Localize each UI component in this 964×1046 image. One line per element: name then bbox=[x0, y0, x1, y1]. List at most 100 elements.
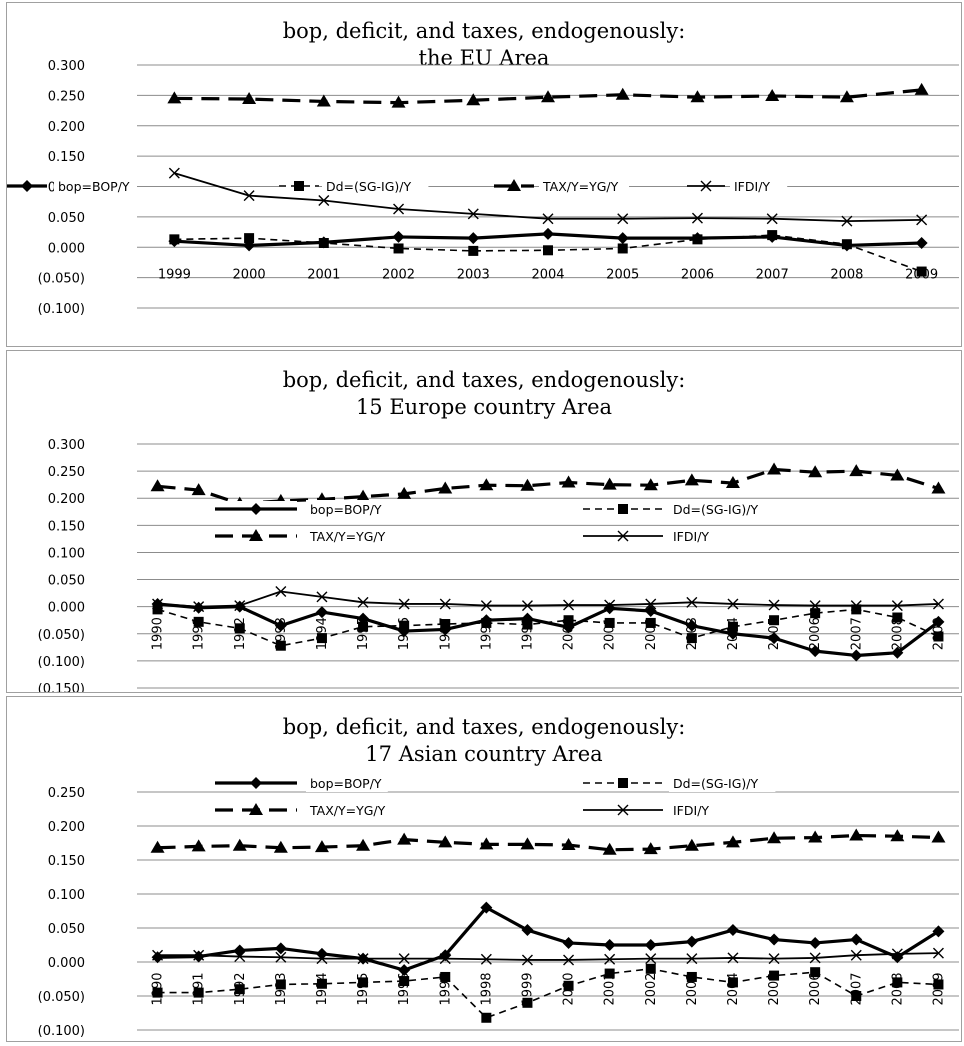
legend-marker-deficit-series bbox=[294, 181, 304, 191]
tax-series-point bbox=[316, 94, 331, 107]
tax-series-point bbox=[541, 90, 555, 103]
ifdi-series-point bbox=[393, 203, 405, 215]
x-tick-label: 2002 bbox=[382, 267, 415, 282]
x-tick-label: 2001 bbox=[307, 267, 340, 282]
bop-series-point bbox=[315, 606, 328, 619]
deficit-series-point bbox=[543, 245, 553, 256]
ifdi-series-point bbox=[234, 951, 246, 963]
bop-series-point bbox=[809, 936, 822, 949]
bop-series-point bbox=[274, 942, 287, 955]
legend-marker-bop-series bbox=[250, 503, 262, 515]
deficit-series-point bbox=[727, 977, 738, 988]
deficit-series-point bbox=[563, 615, 574, 626]
tax-series-point bbox=[397, 486, 412, 499]
ifdi-series-point bbox=[521, 954, 533, 966]
legend-label: IFDI/Y bbox=[673, 803, 709, 818]
tax-series-point bbox=[914, 82, 929, 95]
ifdi-series-point bbox=[398, 953, 410, 965]
bop-series-point bbox=[932, 615, 945, 628]
ifdi-series-line bbox=[157, 952, 939, 961]
bop-series-point bbox=[233, 944, 246, 957]
tax-series-point bbox=[356, 838, 371, 851]
deficit-series-point bbox=[481, 617, 492, 628]
chart-eu-area: bop, deficit, and taxes, endogenously: th… bbox=[7, 19, 959, 317]
ifdi-series-point bbox=[727, 598, 739, 610]
tax-series-point bbox=[602, 842, 617, 855]
deficit-series-point bbox=[318, 237, 329, 248]
ifdi-series-point bbox=[645, 598, 657, 610]
deficit-series-line bbox=[157, 608, 939, 647]
ifdi-series-point bbox=[686, 596, 698, 608]
legend-label: IFDI/Y bbox=[673, 529, 709, 544]
tax-series-point bbox=[314, 840, 329, 853]
tax-series-point bbox=[150, 840, 165, 853]
bop-series-point bbox=[480, 901, 493, 914]
deficit-series-point bbox=[892, 612, 903, 623]
deficit-series-point bbox=[617, 243, 628, 254]
tax-series-point bbox=[839, 90, 854, 103]
x-tick-label: 2007 bbox=[756, 267, 789, 282]
y-tick-label: (0.050) bbox=[38, 628, 85, 643]
bop-series-point bbox=[392, 230, 405, 243]
bop-series-point bbox=[809, 645, 822, 658]
ifdi-series-point bbox=[168, 167, 180, 179]
legend-label: bop=BOP/Y bbox=[58, 179, 130, 194]
deficit-series-point bbox=[767, 230, 778, 241]
legend-label-background bbox=[669, 500, 776, 518]
x-tick-label: 2000 bbox=[233, 267, 266, 282]
legend-label: bop=BOP/Y bbox=[310, 502, 382, 517]
deficit-series-point bbox=[468, 245, 479, 256]
ifdi-series-point bbox=[275, 951, 287, 963]
deficit-series-point bbox=[645, 617, 656, 628]
bop-series-point bbox=[467, 232, 480, 245]
deficit-series-point bbox=[481, 1012, 492, 1023]
bop-series-point bbox=[850, 933, 863, 946]
legend-label: Dd=(SG-IG)/Y bbox=[673, 502, 759, 517]
deficit-series-point bbox=[234, 623, 245, 634]
y-tick-label: 0.150 bbox=[48, 854, 85, 869]
legend-label-background bbox=[306, 500, 388, 518]
tax-series-point bbox=[808, 830, 823, 843]
ifdi-series-point bbox=[467, 208, 479, 220]
tax-series-point bbox=[808, 465, 823, 478]
legend-marker-bop-series bbox=[250, 777, 262, 789]
chart-title-line: bop, deficit, and taxes, endogenously: bbox=[283, 715, 686, 739]
y-tick-label: 0.200 bbox=[48, 120, 85, 135]
legend-marker-bop-series bbox=[21, 180, 33, 192]
y-tick-label: (0.100) bbox=[38, 1024, 85, 1039]
deficit-series-point bbox=[916, 266, 927, 277]
chart-panel-15-europe-area: bop, deficit, and taxes, endogenously: 15… bbox=[6, 350, 962, 693]
bop-series-point bbox=[891, 646, 904, 659]
ifdi-series-point bbox=[727, 952, 739, 964]
tax-series-point bbox=[602, 477, 617, 490]
chart-panel-17-asian-area: bop, deficit, and taxes, endogenously: 17… bbox=[6, 696, 962, 1042]
x-tick-label: 1998 bbox=[479, 972, 494, 1005]
tax-series-point bbox=[725, 835, 740, 848]
tax-series-point bbox=[167, 91, 182, 104]
deficit-series-point bbox=[399, 620, 410, 631]
bop-series-point bbox=[562, 936, 575, 949]
tax-series-point bbox=[150, 479, 165, 492]
ifdi-series-point bbox=[686, 953, 698, 965]
chart-title-line: bop, deficit, and taxes, endogenously: bbox=[283, 368, 686, 392]
tax-series-point bbox=[520, 837, 535, 850]
tax-series-point bbox=[561, 475, 576, 488]
tax-series-point bbox=[397, 832, 412, 845]
x-tick-label: 1999 bbox=[158, 267, 191, 282]
legend-label: TAX/Y=YG/Y bbox=[542, 179, 619, 194]
tax-series-point bbox=[356, 489, 371, 502]
deficit-series-point bbox=[316, 633, 327, 644]
legend-marker-tax-series bbox=[507, 179, 521, 191]
ifdi-series-point bbox=[691, 212, 703, 224]
ifdi-series-point bbox=[645, 953, 657, 965]
tax-series-point bbox=[684, 473, 699, 486]
bop-series-point bbox=[192, 601, 205, 614]
ifdi-series-point bbox=[439, 953, 451, 965]
tax-series-point bbox=[690, 90, 705, 103]
deficit-series-point bbox=[769, 970, 780, 981]
ifdi-series-point bbox=[563, 599, 575, 611]
legend-marker-deficit-series bbox=[618, 504, 628, 514]
legend-label: TAX/Y=YG/Y bbox=[309, 803, 386, 818]
bop-series-point bbox=[521, 612, 534, 625]
bop-series-point bbox=[315, 947, 328, 960]
